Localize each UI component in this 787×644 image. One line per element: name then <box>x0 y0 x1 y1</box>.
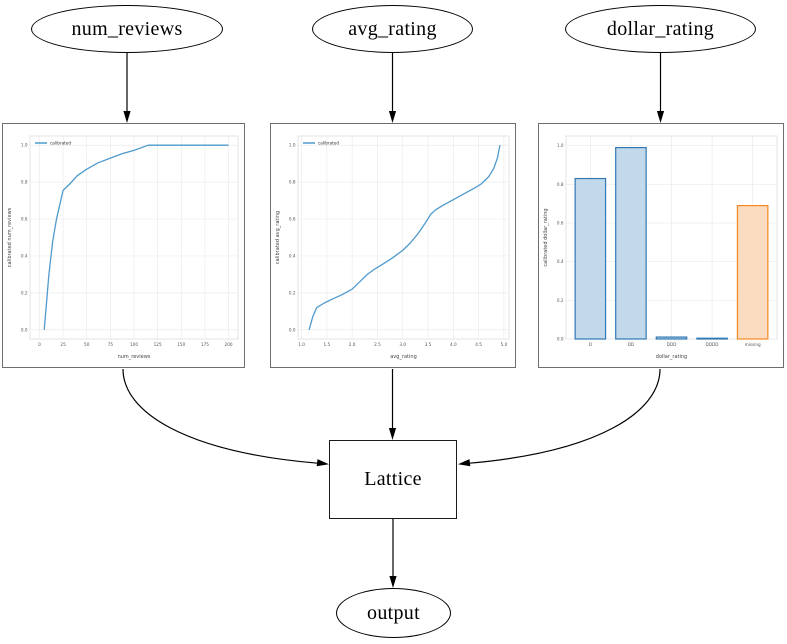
y-tick-label: 0.8 <box>289 180 296 185</box>
x-tick-label: missing <box>745 342 761 347</box>
calibration-chart-num-reviews: calibrated 0 25 50 75 100 125 150 175 200 0.0 0.2 0.… <box>2 123 245 368</box>
y-tick-label: 0.0 <box>21 327 28 332</box>
y-axis-label: calibrated num_reviews <box>7 207 13 267</box>
y-axis-label: calibrated dollar_rating <box>543 208 549 266</box>
node-avg-rating-label: avg_rating <box>348 17 437 40</box>
y-tick-label: 0.0 <box>557 337 564 342</box>
node-output: output <box>336 588 451 638</box>
y-tick-label: 0.2 <box>289 290 296 295</box>
node-lattice: Lattice <box>329 440 457 519</box>
y-tick-label: 0.8 <box>557 182 564 187</box>
series-line-calibrated <box>43 144 229 330</box>
y-tick-label: 0.4 <box>557 259 564 264</box>
y-axis-label: calibrated avg_rating <box>275 211 281 264</box>
node-avg-rating: avg_rating <box>312 5 473 53</box>
bar-D <box>574 177 607 340</box>
edge-dollar-rating-to-calibrator <box>656 53 665 123</box>
plot-area <box>297 135 510 340</box>
bar-DD <box>615 147 647 340</box>
x-tick-label: 3.5 <box>425 342 432 347</box>
edge-lattice-to-output <box>389 519 397 588</box>
y-tick-label: 1.0 <box>557 143 564 148</box>
edge-calibrator3-to-lattice <box>458 368 661 467</box>
x-tick-label: 4.0 <box>450 342 457 347</box>
x-tick-label: 4.5 <box>475 342 482 347</box>
calibration-chart-dollar-rating: D DD DDD DDDD missing 0.0 0.2 0.4 0.6 0.8 1.0 dolla… <box>538 123 784 368</box>
y-tick-label: 0.2 <box>557 298 564 303</box>
y-tick-label: 0.4 <box>289 253 296 258</box>
x-axis-label: dollar_rating <box>656 354 687 360</box>
x-tick-label: 150 <box>177 342 185 347</box>
y-tick-label: 0.6 <box>21 217 28 222</box>
x-tick-label: D <box>589 342 592 347</box>
node-dollar-rating: dollar_rating <box>565 5 756 53</box>
y-tick-label: 0.4 <box>21 253 28 258</box>
x-tick-label: DD <box>628 342 634 347</box>
y-tick-label: 1.0 <box>289 143 296 148</box>
node-lattice-label: Lattice <box>364 468 422 490</box>
y-tick-label: 0.6 <box>289 217 296 222</box>
y-tick-label: 0.0 <box>289 327 296 332</box>
y-tick-label: 0.8 <box>21 180 28 185</box>
x-tick-label: 25 <box>60 342 66 347</box>
calibration-chart-avg-rating: calibrated 1.0 1.5 2.0 2.5 3.0 3.5 4.0 4.5 5.0 0.0… <box>270 123 516 368</box>
y-tick-label: 1.0 <box>21 143 28 148</box>
x-tick-label: DDD <box>667 342 677 347</box>
x-tick-label: 1.5 <box>324 342 331 347</box>
node-output-label: output <box>367 601 420 624</box>
x-tick-label: 2.0 <box>349 342 356 347</box>
x-tick-label: 0 <box>38 342 41 347</box>
x-tick-label: 175 <box>201 342 209 347</box>
x-tick-label: 5.0 <box>501 342 508 347</box>
node-num-reviews: num_reviews <box>31 5 223 53</box>
bar-DDD <box>655 336 688 340</box>
edge-num-reviews-to-calibrator <box>123 53 131 123</box>
calibrator-avg_rating-svg: calibrated 1.0 1.5 2.0 2.5 3.0 3.5 4.0 4.5 5.0 0.0… <box>275 135 510 360</box>
calibrator-dollar_rating-svg: D DD DDD DDDD missing0.00.20.40.60.81.0dolla… <box>543 135 778 360</box>
y-tick-label: 0.6 <box>557 221 564 226</box>
x-tick-label: 200 <box>225 342 233 347</box>
legend-label: calibrated <box>318 141 339 146</box>
edge-calibrator2-to-lattice <box>388 369 397 440</box>
series-line-calibrated <box>308 145 501 330</box>
edge-calibrator1-to-lattice <box>122 368 329 467</box>
bar-missing <box>736 204 769 340</box>
x-axis-label: avg_rating <box>390 354 417 360</box>
x-tick-label: 1.0 <box>298 342 305 347</box>
bar-DDDD <box>696 337 728 340</box>
x-tick-label: DDDD <box>706 342 719 347</box>
node-num-reviews-label: num_reviews <box>71 17 183 40</box>
x-tick-label: 125 <box>154 342 162 347</box>
x-tick-label: 2.5 <box>374 342 381 347</box>
node-dollar-rating-label: dollar_rating <box>606 17 715 40</box>
y-tick-label: 0.2 <box>21 290 28 295</box>
legend-label: calibrated <box>50 141 71 146</box>
calibrator-num_reviews-svg: calibrated 0 25 50 75 100 125 150 175 200 0.0 0.2 0.… <box>7 135 239 360</box>
edge-avg-rating-to-calibrator <box>388 53 397 123</box>
x-tick-label: 3.0 <box>399 342 406 347</box>
x-tick-label: 50 <box>84 342 90 347</box>
x-axis-label: num_reviews <box>118 354 151 360</box>
x-tick-label: 75 <box>108 342 114 347</box>
x-tick-label: 100 <box>130 342 138 347</box>
